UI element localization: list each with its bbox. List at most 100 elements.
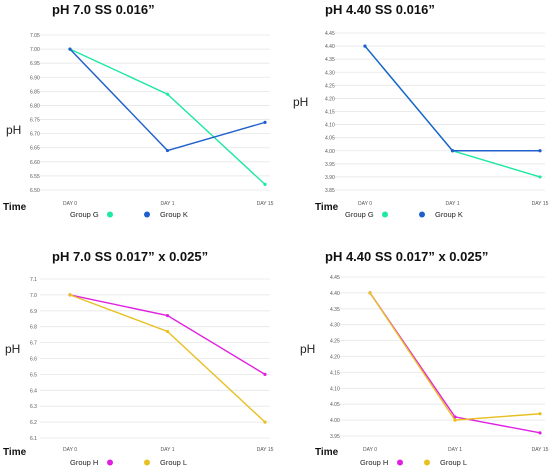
data-point [263, 420, 267, 424]
y-tick-label: 6.4 [30, 388, 37, 394]
x-tick-label: DAY 1 [161, 201, 175, 207]
data-point [363, 44, 367, 48]
x-tick-label: DAY 1 [161, 447, 175, 453]
y-tick-label: 4.30 [330, 323, 340, 329]
y-tick-label: 4.45 [330, 275, 340, 281]
x-tick-label: DAY 15 [257, 201, 274, 207]
y-tick-label: 4.00 [325, 149, 335, 155]
data-point [165, 329, 170, 334]
y-tick-label: 7.00 [30, 47, 40, 53]
y-tick-label: 6.7 [30, 341, 37, 347]
x-tick-label: DAY 0 [63, 201, 77, 207]
y-tick-label: 3.85 [325, 188, 335, 194]
data-point [165, 313, 170, 318]
series-line-1 [369, 292, 541, 434]
y-tick-label: 4.25 [330, 339, 340, 345]
y-tick-label: 4.05 [325, 136, 335, 142]
x-tick-label: DAY 1 [448, 447, 462, 453]
y-tick-label: 4.00 [330, 418, 340, 424]
x-tick-label: DAY 0 [63, 447, 77, 453]
y-tick-label: 4.10 [325, 123, 335, 129]
y-tick-label: 6.55 [30, 174, 40, 180]
y-tick-label: 4.25 [325, 83, 335, 89]
data-point [538, 175, 542, 179]
legend-label: Group L [160, 458, 187, 467]
chart-panel-3: pH 7.0 SS 0.017” x 0.025” 7.1 7.0 6.9 6.8 6.7… [3, 249, 274, 467]
y-tick-label: 3.95 [330, 434, 340, 440]
y-tick-label: 4.45 [325, 31, 335, 37]
chart-panel-1: pH 7.0 SS 0.016” 7.05 7.00 6.95 6.90 6.85 6.80… [3, 2, 274, 219]
chart-panel-2: pH 4.40 SS 0.016” 4.45 4.40 4.35 4.30 4.25 4.2… [293, 2, 549, 219]
chart-panel-4: pH 4.40 SS 0.017” x 0.025” 4.45 4.40 4.35 4.… [300, 249, 549, 467]
y-tick-label: 4.35 [330, 307, 340, 313]
data-point [165, 92, 170, 96]
data-point [263, 120, 267, 124]
y-tick-label: 7.05 [30, 33, 40, 39]
x-axis-label: Time [3, 202, 27, 213]
y-tick-label: 4.30 [325, 70, 335, 76]
y-tick-label: 6.50 [30, 188, 40, 194]
y-tick-label: 6.60 [30, 160, 40, 166]
y-tick-label: 3.90 [325, 175, 335, 181]
legend-label: Group H [70, 458, 98, 467]
legend-marker [144, 459, 150, 466]
data-point [538, 149, 542, 153]
chart-title: pH 4.40 SS 0.017” x 0.025” [325, 249, 488, 264]
y-tick-label: 6.90 [30, 75, 40, 81]
y-axis-label: pH [293, 95, 308, 109]
y-axis-label: pH [300, 342, 315, 356]
x-tick-label: DAY 0 [358, 201, 372, 207]
series-line-2 [69, 48, 266, 152]
data-point [165, 148, 170, 153]
legend-label: Group G [70, 210, 99, 219]
data-point [538, 431, 542, 435]
x-axis-label: Time [315, 447, 339, 458]
data-point [450, 149, 455, 153]
legend-label: Group H [360, 458, 388, 467]
y-tick-label: 4.20 [325, 96, 335, 102]
y-tick-label: 6.6 [30, 357, 37, 363]
y-tick-label: 6.8 [30, 325, 37, 331]
series-line-1 [69, 294, 266, 375]
y-tick-label: 4.10 [330, 386, 340, 392]
y-tick-label: 6.5 [30, 372, 37, 378]
chart-title: pH 7.0 SS 0.017” x 0.025” [52, 249, 208, 264]
y-tick-label: 6.75 [30, 118, 40, 124]
x-tick-label: DAY 15 [532, 447, 549, 453]
y-tick-label: 6.9 [30, 309, 37, 315]
y-tick-label: 6.65 [30, 146, 40, 152]
data-point [68, 47, 72, 51]
series-line-1 [69, 48, 266, 185]
y-axis-label: pH [6, 123, 21, 137]
legend-marker [107, 459, 113, 466]
y-tick-label: 6.2 [30, 420, 37, 426]
y-tick-label: 7.1 [30, 277, 37, 283]
legend-marker [144, 211, 150, 218]
legend-marker [382, 211, 388, 218]
y-tick-label: 6.80 [30, 103, 40, 109]
data-point [68, 293, 72, 297]
y-tick-label: 6.85 [30, 89, 40, 95]
y-tick-label: 4.40 [325, 44, 335, 50]
y-tick-label: 3.95 [325, 162, 335, 168]
data-point [368, 291, 372, 295]
x-axis-label: Time [315, 202, 339, 213]
y-tick-label: 4.35 [325, 57, 335, 63]
data-point [263, 372, 267, 376]
x-tick-label: DAY 15 [532, 201, 549, 207]
legend-marker [397, 459, 403, 466]
x-tick-label: DAY 15 [257, 447, 274, 453]
x-tick-label: DAY 0 [363, 447, 377, 453]
legend-label: Group K [435, 210, 463, 219]
y-tick-label: 7.0 [30, 293, 37, 299]
legend-marker [424, 459, 430, 466]
y-tick-label: 6.70 [30, 132, 40, 138]
y-tick-label: 4.15 [330, 370, 340, 376]
legend-marker [107, 211, 113, 218]
x-axis-label: Time [3, 447, 27, 458]
y-tick-label: 4.15 [325, 110, 335, 116]
x-tick-label: DAY 1 [446, 201, 460, 207]
y-tick-label: 4.20 [330, 355, 340, 361]
data-point [263, 182, 267, 186]
